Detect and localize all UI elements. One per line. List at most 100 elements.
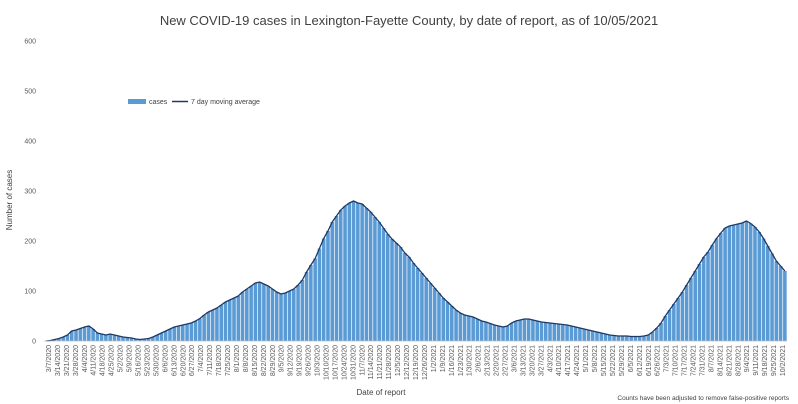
case-bar bbox=[411, 263, 416, 341]
x-tick-label: 11/28/2020 bbox=[386, 345, 393, 380]
case-bar bbox=[134, 339, 138, 341]
x-tick-label: 6/26/2021 bbox=[655, 345, 662, 376]
case-bar bbox=[633, 336, 638, 341]
x-tick-label: 7/4/2020 bbox=[198, 345, 205, 372]
x-tick-label: 9/18/2021 bbox=[762, 345, 769, 376]
case-bar bbox=[573, 327, 578, 341]
case-bar bbox=[74, 330, 78, 341]
x-tick-label: 7/31/2021 bbox=[699, 345, 706, 376]
y-tick-label: 400 bbox=[24, 139, 36, 146]
case-bar bbox=[496, 326, 501, 341]
case-bar bbox=[95, 333, 100, 341]
case-bar bbox=[522, 319, 527, 341]
x-tick-label: 3/27/2021 bbox=[538, 345, 545, 376]
case-bar bbox=[475, 319, 480, 341]
case-bar bbox=[770, 253, 774, 341]
x-tick-label: 6/6/2020 bbox=[162, 345, 169, 372]
x-tick-label: 2/6/2021 bbox=[476, 345, 483, 372]
x-tick-label: 6/5/2021 bbox=[628, 345, 635, 372]
case-bar bbox=[176, 326, 181, 341]
case-bar bbox=[445, 302, 450, 341]
x-tick-label: 9/25/2021 bbox=[771, 345, 778, 376]
x-tick-label: 8/15/2020 bbox=[252, 345, 259, 376]
x-tick-label: 5/15/2021 bbox=[601, 345, 608, 376]
x-tick-label: 3/13/2021 bbox=[520, 345, 527, 376]
case-bar bbox=[245, 289, 249, 341]
x-tick-label: 10/17/2020 bbox=[332, 345, 339, 380]
case-bar bbox=[701, 257, 706, 341]
case-bar bbox=[535, 321, 539, 341]
x-tick-label: 9/12/2020 bbox=[288, 345, 295, 376]
case-bar bbox=[394, 243, 399, 341]
case-bar bbox=[561, 324, 565, 341]
x-tick-label: 5/22/2021 bbox=[610, 345, 617, 376]
x-tick-label: 9/19/2020 bbox=[297, 345, 304, 376]
x-tick-label: 4/10/2021 bbox=[556, 345, 563, 376]
case-bar bbox=[727, 226, 732, 341]
case-bar bbox=[309, 265, 313, 341]
x-tick-label: 4/11/2020 bbox=[91, 345, 98, 376]
x-tick-label: 8/22/2020 bbox=[261, 345, 268, 376]
x-tick-label: 1/2/2021 bbox=[431, 345, 438, 372]
case-bar bbox=[198, 318, 202, 341]
x-tick-label: 5/8/2021 bbox=[592, 345, 599, 372]
case-bar bbox=[714, 238, 719, 341]
case-bar bbox=[61, 337, 66, 341]
x-tick-label: 3/21/2020 bbox=[64, 345, 71, 376]
y-tick-label: 100 bbox=[24, 289, 36, 296]
case-bar bbox=[753, 227, 757, 341]
x-tick-label: 5/1/2021 bbox=[583, 345, 590, 372]
case-bar bbox=[373, 217, 377, 341]
moving-average-line bbox=[46, 200, 786, 342]
x-tick-label: 5/9/2020 bbox=[127, 345, 134, 372]
case-bar bbox=[531, 320, 535, 341]
x-tick-label: 2/13/2021 bbox=[485, 345, 492, 376]
x-tick-label: 4/24/2021 bbox=[574, 345, 581, 376]
case-bar bbox=[684, 285, 689, 341]
case-bar bbox=[407, 257, 411, 341]
x-tick-label: 10/24/2020 bbox=[341, 345, 348, 380]
case-bar bbox=[450, 306, 454, 341]
case-bar bbox=[146, 338, 151, 341]
x-axis-title: Date of report bbox=[357, 388, 407, 397]
x-tick-label: 9/5/2020 bbox=[279, 345, 286, 372]
case-bar bbox=[112, 335, 117, 341]
y-axis-title: Number of cases bbox=[5, 170, 14, 230]
x-tick-label: 9/4/2021 bbox=[744, 345, 751, 372]
case-bar bbox=[539, 322, 544, 341]
case-bar bbox=[351, 201, 356, 341]
case-bar bbox=[471, 317, 475, 341]
x-tick-label: 1/16/2021 bbox=[449, 345, 456, 376]
case-bar bbox=[274, 292, 279, 341]
case-bar bbox=[381, 228, 386, 341]
x-tick-label: 1/9/2021 bbox=[440, 345, 447, 372]
case-bar bbox=[637, 336, 642, 341]
case-bar bbox=[185, 324, 189, 341]
case-bar bbox=[646, 335, 651, 341]
case-bar bbox=[266, 286, 270, 341]
case-bar bbox=[279, 294, 283, 341]
case-bar bbox=[420, 273, 424, 341]
case-bar bbox=[428, 283, 433, 341]
case-bar bbox=[689, 278, 693, 341]
case-bar bbox=[125, 337, 130, 341]
case-bar bbox=[82, 327, 87, 341]
case-bar bbox=[501, 327, 505, 341]
case-bar bbox=[608, 335, 612, 341]
case-bar bbox=[458, 313, 463, 341]
case-bar bbox=[287, 291, 292, 341]
case-bar bbox=[253, 283, 258, 341]
case-bar bbox=[616, 336, 621, 341]
case-bar bbox=[347, 203, 352, 341]
x-tick-label: 7/17/2021 bbox=[682, 345, 689, 376]
case-bar bbox=[65, 335, 70, 341]
case-bar bbox=[215, 308, 219, 341]
case-bar bbox=[492, 325, 497, 341]
legend-label-cases: cases bbox=[149, 99, 168, 106]
case-bar bbox=[757, 232, 762, 341]
x-tick-label: 5/29/2021 bbox=[619, 345, 626, 376]
case-bar bbox=[783, 271, 787, 341]
case-bar bbox=[479, 321, 484, 341]
case-bar bbox=[514, 321, 518, 341]
